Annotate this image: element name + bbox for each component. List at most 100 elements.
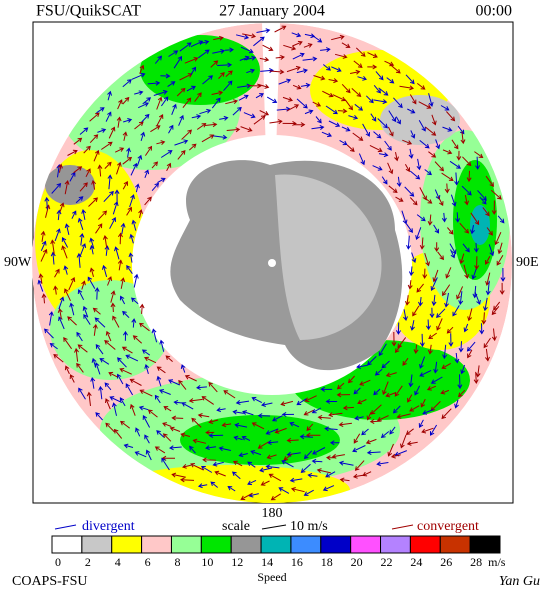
wind-arrow [289,421,300,428]
colorbar-tick-label: 20 [351,555,363,569]
wind-arrow [378,152,389,158]
wind-arrow [353,60,363,69]
wind-arrow [259,110,270,116]
wind-arrow [255,93,264,99]
wind-arrow [338,460,354,466]
wind-arrow [61,245,68,259]
wind-arrow [122,96,130,105]
wind-arrow [122,79,132,88]
wind-arrow [411,252,417,264]
wind-arrow [442,149,453,155]
wind-arrow [454,399,459,409]
wind-arrow [142,97,152,105]
wind-arrow [266,96,278,103]
wind-arrow [265,464,280,470]
wind-arrow [232,106,242,116]
wind-arrow [445,267,452,279]
wind-arrow [403,309,408,322]
wind-arrow [184,374,197,382]
wind-arrow [232,460,243,467]
wind-arrow [144,434,150,444]
wind-arrow [199,108,212,115]
wind-arrow [240,126,253,132]
wind-arrow [140,131,146,142]
wind-arrow [97,164,103,177]
wind-arrow [475,156,481,170]
wind-arrow [357,399,367,405]
wind-arrow [238,452,248,458]
wind-arrow [440,389,450,395]
wind-arrow [171,103,177,115]
wind-arrow [424,253,430,267]
wind-arrow [223,390,236,399]
wind-arrow [302,56,318,62]
wind-arrow [156,114,164,127]
wind-arrow [117,232,123,245]
wind-arrow [376,461,389,467]
wind-arrow [217,62,233,68]
colorbar-title: Speed [257,570,286,584]
wind-arrow [496,254,504,266]
wind-arrow [278,487,290,494]
wind-arrow [483,337,491,349]
wind-arrow [303,409,314,416]
wind-arrow [341,83,351,94]
wind-arrow [104,382,112,391]
wind-arrow [286,65,301,73]
wind-arrow [296,98,308,109]
wind-arrow [394,344,402,353]
wind-arrow [348,114,359,120]
wind-arrow [120,420,131,429]
wind-arrow [63,265,69,275]
wind-arrow [325,398,338,404]
wind-arrow [117,357,127,368]
wind-arrow [334,53,348,59]
wind-arrow [303,489,314,496]
wind-arrow [205,445,217,451]
east-label: 90E [516,255,539,270]
wind-arrow [350,69,361,75]
colorbar-tick-label: 28 [470,555,482,569]
wind-arrow [296,68,308,74]
wind-arrow [88,197,98,207]
wind-arrow [138,405,149,411]
wind-arrow [92,323,98,336]
colorbar-tick-label: 8 [174,555,180,569]
wind-arrow [422,409,434,415]
wind-arrow [153,89,168,96]
wind-arrow [133,273,139,288]
wind-arrow [95,223,103,234]
wind-arrow [151,182,160,192]
wind-arrow [418,419,424,428]
wind-arrow [201,134,215,143]
wind-arrow [64,223,70,236]
wind-arrow [473,371,479,384]
wind-arrow [240,46,254,54]
wind-arrow [51,182,62,194]
wind-arrow [451,139,459,150]
wind-arrow [96,107,105,114]
wind-arrow [441,172,454,182]
wind-arrow [260,68,274,74]
wind-arrow [326,455,336,461]
wind-arrow [491,200,497,215]
wind-arrow [457,374,463,390]
wind-arrow [281,460,294,468]
wind-arrow [399,85,415,91]
wind-arrow [132,335,143,344]
wind-arrow [89,237,95,249]
wind-arrow [450,249,456,259]
wind-arrow [191,417,202,428]
wind-arrow [274,427,287,434]
wind-arrow [290,487,305,493]
wind-arrow [328,412,343,418]
wind-arrow [475,365,481,378]
wind-arrow [200,466,213,473]
wind-arrow [50,251,56,265]
wind-arrow [354,460,365,471]
wind-arrow [389,426,396,435]
wind-arrow [257,413,271,419]
wind-arrow [171,415,184,421]
wind-arrow [242,410,254,416]
wind-arrow [355,47,366,57]
